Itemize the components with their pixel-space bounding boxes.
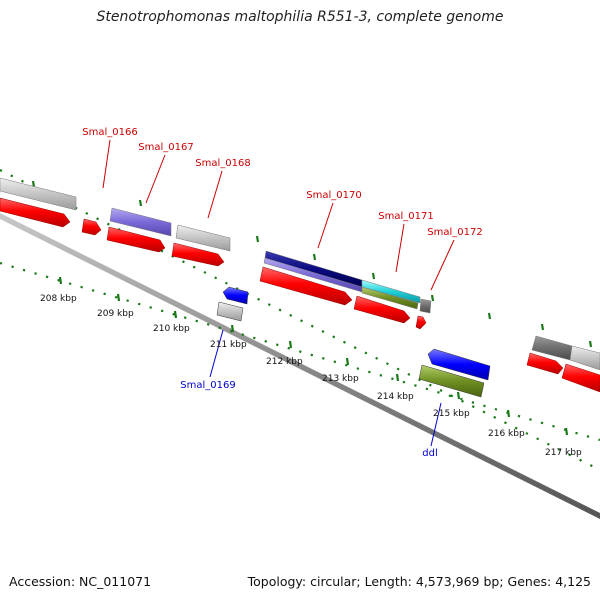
outer-scale-line — [0, 169, 600, 471]
reverse-gene-track — [216, 286, 491, 398]
label-leaders — [102, 139, 455, 447]
kbp-label: 213 kbp — [322, 374, 359, 384]
gene-arrow-small-1[interactable] — [81, 218, 102, 236]
forward-gene-track — [0, 197, 600, 393]
gene-arrow-smal-0171[interactable] — [353, 295, 411, 324]
gene-block-grey-right[interactable] — [569, 345, 600, 371]
genome-stats-text: Topology: circular; Length: 4,573,969 bp… — [247, 574, 591, 589]
kbp-label: 210 kbp — [153, 324, 190, 334]
label-smal-0168[interactable]: Smal_0168 — [195, 158, 250, 169]
kbp-label: 215 kbp — [433, 409, 470, 419]
label-smal-0171[interactable]: Smal_0171 — [378, 211, 433, 222]
gene-block-smal-0169-grey[interactable] — [216, 301, 244, 322]
kbp-label: 216 kbp — [488, 429, 525, 439]
kbp-label: 212 kbp — [266, 357, 303, 367]
kbp-label: 209 kbp — [97, 309, 134, 319]
gene-block-smal-0171-olive[interactable] — [361, 286, 419, 310]
gene-arrow-right-2[interactable] — [561, 363, 600, 393]
gene-block-smal-0168[interactable] — [175, 224, 231, 252]
gene-block-grey-left[interactable] — [0, 177, 77, 211]
gene-arrow-smal-0169[interactable] — [222, 286, 249, 305]
label-smal-0169[interactable]: Smal_0169 — [180, 380, 235, 391]
gene-arrow-smal-0172[interactable] — [415, 315, 427, 330]
accession-text: Accession: NC_011071 — [9, 574, 152, 589]
gene-arrow-smal-0166[interactable] — [0, 197, 71, 228]
gene-block-smal-0171-cyan[interactable] — [361, 279, 421, 304]
inner-scale-line — [0, 261, 600, 442]
kbp-label: 208 kbp — [40, 294, 77, 304]
map-title: Stenotrophomonas maltophilia R551-3, com… — [96, 9, 504, 25]
gene-arrow-ddl[interactable] — [427, 348, 491, 381]
gene-arrow-right-1[interactable] — [526, 352, 564, 375]
label-ddl[interactable]: ddl — [422, 448, 437, 459]
gene-arrow-smal-0170[interactable] — [259, 266, 353, 306]
gene-arrow-smal-0168[interactable] — [171, 242, 225, 267]
label-smal-0166[interactable]: Smal_0166 — [82, 127, 137, 138]
kbp-scale-labels: 208 kbp 209 kbp 210 kbp 211 kbp 212 kbp … — [40, 294, 582, 458]
gene-arrow-smal-0167[interactable] — [106, 226, 166, 253]
label-smal-0172[interactable]: Smal_0172 — [427, 227, 482, 238]
upper-feature-track — [0, 177, 600, 371]
kbp-label: 214 kbp — [377, 392, 414, 402]
gene-block-smal-0167[interactable] — [109, 207, 172, 237]
label-smal-0170[interactable]: Smal_0170 — [306, 190, 361, 201]
gene-block-ddl-olive[interactable] — [418, 364, 485, 398]
label-smal-0167[interactable]: Smal_0167 — [138, 142, 193, 153]
kbp-label: 217 kbp — [545, 448, 582, 458]
gene-labels: Smal_0166 Smal_0167 Smal_0168 Smal_0170 … — [82, 127, 482, 459]
gene-block-smal-0172[interactable] — [419, 298, 432, 314]
genome-backbone — [0, 213, 600, 519]
kbp-label: 211 kbp — [210, 340, 247, 350]
